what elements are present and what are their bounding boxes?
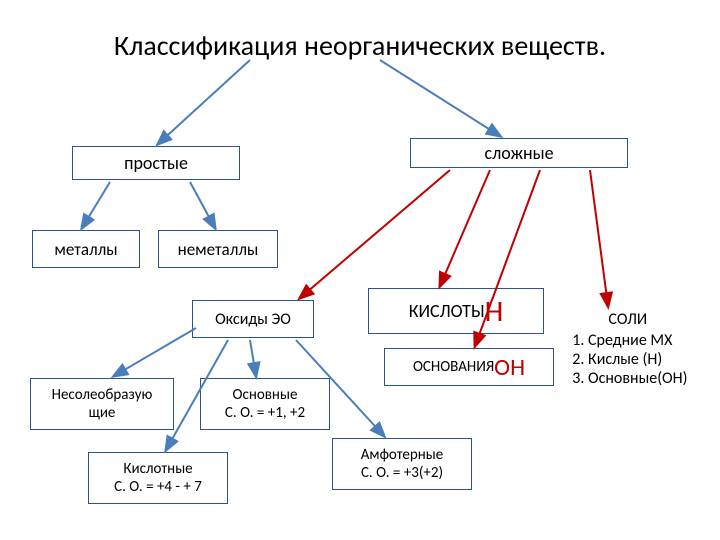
node-complex: сложные [410, 138, 628, 168]
node-complex-label: сложные [484, 142, 553, 164]
salts-list-item: Средние МХ [588, 331, 687, 350]
salts-title: СОЛИ [568, 310, 687, 329]
salts-list-item: Основные(ОН) [588, 369, 687, 388]
node-bases-oh: ОН [494, 353, 525, 382]
salts-list-item: Кислые (Н) [588, 350, 687, 369]
node-acids-h: Н [485, 293, 504, 330]
node-basic-label: Основные С. О. = +1, +2 [225, 386, 305, 422]
node-oxides-label: Оксиды ЭО [215, 310, 291, 329]
page-title: Классификация неорганических веществ. [0, 28, 720, 63]
node-amphoteric: Амфотерные С. О. = +3(+2) [332, 438, 472, 490]
node-nonsalt: Несолеобразую щие [30, 378, 174, 430]
salts-list: Средние МХКислые (Н)Основные(ОН) [568, 331, 687, 388]
node-oxides: Оксиды ЭО [192, 300, 314, 338]
salts-block: СОЛИ Средние МХКислые (Н)Основные(ОН) [568, 310, 687, 388]
node-acidic-label: Кислотные С. О. = +4 - + 7 [114, 460, 202, 496]
node-nonmetals: неметаллы [158, 230, 278, 268]
node-acids: КИСЛОТЫ Н [368, 288, 544, 334]
node-bases-prefix: ОСНОВАНИЯ [413, 358, 494, 376]
node-acids-prefix: КИСЛОТЫ [409, 300, 485, 322]
node-basic: Основные С. О. = +1, +2 [200, 378, 330, 430]
node-nonmetals-label: неметаллы [178, 239, 259, 260]
node-simple-label: простые [124, 152, 188, 174]
node-metals-label: металлы [54, 239, 117, 260]
node-metals: металлы [32, 230, 140, 268]
node-bases: ОСНОВАНИЯ ОН [384, 348, 554, 386]
node-simple: простые [72, 146, 240, 180]
node-nonsalt-label: Несолеобразую щие [52, 386, 153, 422]
node-acidic: Кислотные С. О. = +4 - + 7 [88, 452, 228, 504]
node-amphoteric-label: Амфотерные С. О. = +3(+2) [361, 446, 443, 482]
